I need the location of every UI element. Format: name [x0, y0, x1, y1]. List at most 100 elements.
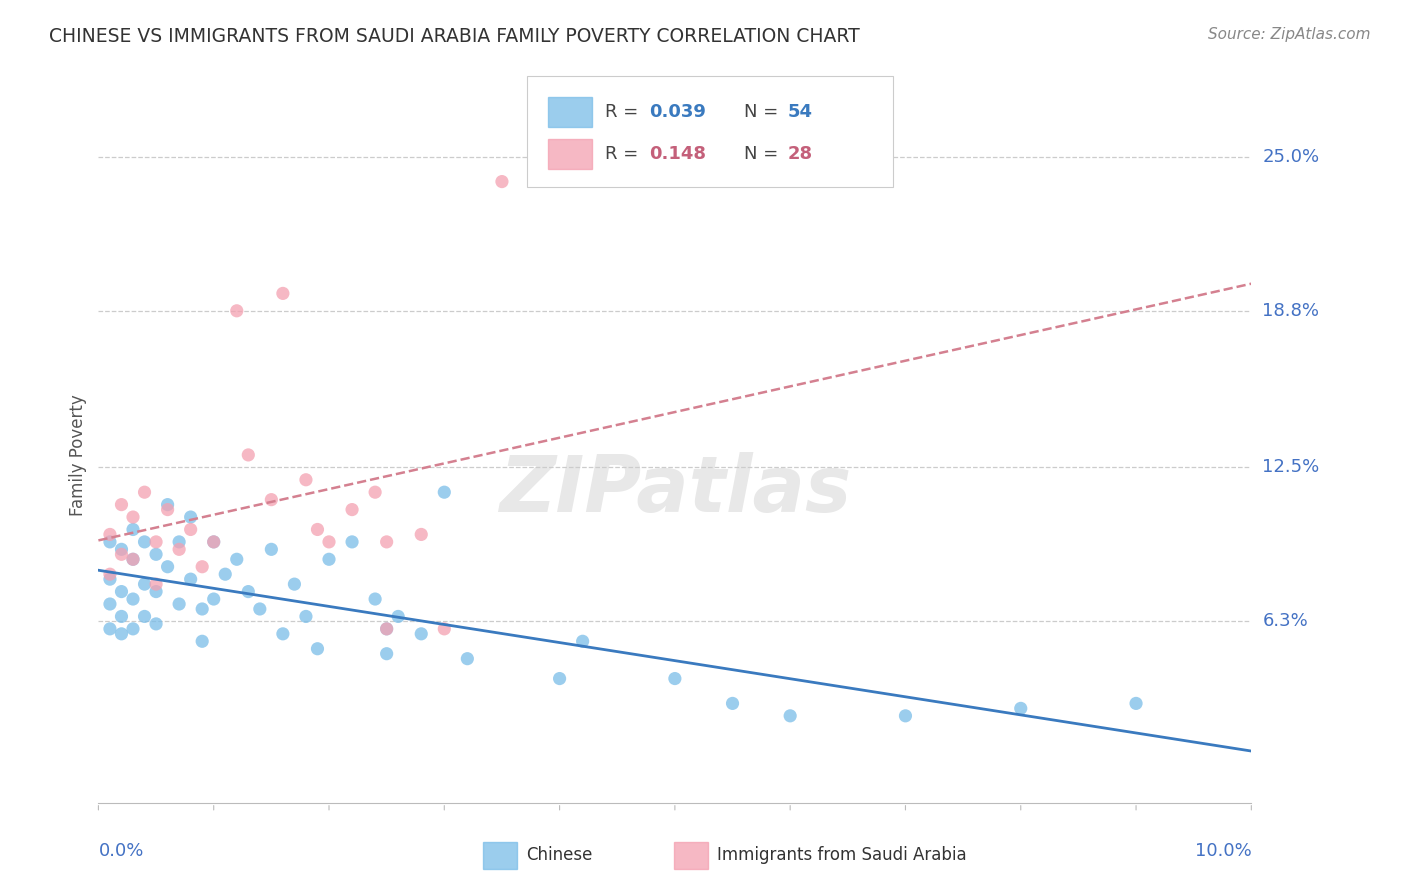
- Point: [191, 559, 214, 574]
- Text: N =: N =: [744, 103, 783, 121]
- Text: 12.5%: 12.5%: [1263, 458, 1320, 476]
- Point: [202, 534, 225, 549]
- Point: [571, 634, 593, 648]
- Text: CHINESE VS IMMIGRANTS FROM SAUDI ARABIA FAMILY POVERTY CORRELATION CHART: CHINESE VS IMMIGRANTS FROM SAUDI ARABIA …: [49, 27, 860, 45]
- Point: [98, 572, 121, 586]
- Point: [411, 527, 433, 541]
- Text: 0.0%: 0.0%: [98, 842, 143, 860]
- Point: [98, 567, 121, 582]
- Point: [271, 627, 294, 641]
- Point: [98, 527, 121, 541]
- Point: [225, 552, 247, 566]
- Point: [122, 510, 145, 524]
- Bar: [484, 842, 516, 869]
- Point: [340, 502, 363, 516]
- Point: [167, 534, 190, 549]
- Point: [134, 534, 156, 549]
- Text: Source: ZipAtlas.com: Source: ZipAtlas.com: [1208, 27, 1371, 42]
- Point: [225, 303, 247, 318]
- Bar: [548, 139, 592, 169]
- Point: [122, 552, 145, 566]
- Point: [167, 542, 190, 557]
- Point: [98, 534, 121, 549]
- Text: 54: 54: [787, 103, 813, 121]
- Point: [110, 547, 132, 561]
- Point: [122, 622, 145, 636]
- Point: [491, 175, 513, 189]
- Point: [375, 622, 398, 636]
- Point: [307, 523, 329, 537]
- Point: [202, 592, 225, 607]
- Point: [145, 577, 167, 591]
- Point: [180, 523, 202, 537]
- Text: Immigrants from Saudi Arabia: Immigrants from Saudi Arabia: [717, 847, 967, 864]
- Point: [156, 559, 179, 574]
- Point: [548, 672, 571, 686]
- Point: [307, 641, 329, 656]
- Text: Chinese: Chinese: [526, 847, 592, 864]
- Point: [110, 627, 132, 641]
- Point: [364, 592, 387, 607]
- Point: [145, 584, 167, 599]
- Point: [375, 622, 398, 636]
- Point: [283, 577, 305, 591]
- Point: [433, 622, 456, 636]
- Point: [98, 622, 121, 636]
- Text: 18.8%: 18.8%: [1263, 301, 1319, 320]
- Point: [180, 572, 202, 586]
- Point: [318, 534, 340, 549]
- Point: [260, 492, 283, 507]
- Point: [318, 552, 340, 566]
- Point: [202, 534, 225, 549]
- Point: [1010, 701, 1032, 715]
- Point: [122, 552, 145, 566]
- Point: [145, 616, 167, 631]
- Point: [134, 609, 156, 624]
- Point: [721, 697, 744, 711]
- Y-axis label: Family Poverty: Family Poverty: [69, 394, 87, 516]
- Point: [122, 523, 145, 537]
- Point: [364, 485, 387, 500]
- Point: [387, 609, 409, 624]
- Point: [411, 627, 433, 641]
- Point: [340, 534, 363, 549]
- Point: [110, 584, 132, 599]
- Point: [295, 473, 318, 487]
- Point: [122, 592, 145, 607]
- Point: [238, 448, 260, 462]
- Text: 10.0%: 10.0%: [1195, 842, 1251, 860]
- Point: [894, 708, 917, 723]
- Text: ZIPatlas: ZIPatlas: [499, 451, 851, 528]
- Text: 0.039: 0.039: [650, 103, 706, 121]
- Point: [295, 609, 318, 624]
- Point: [110, 609, 132, 624]
- Point: [180, 510, 202, 524]
- Point: [134, 577, 156, 591]
- Point: [145, 547, 167, 561]
- Point: [664, 672, 686, 686]
- Point: [214, 567, 236, 582]
- Point: [145, 534, 167, 549]
- Text: R =: R =: [606, 145, 644, 163]
- Point: [456, 651, 478, 665]
- Point: [375, 647, 398, 661]
- Point: [167, 597, 190, 611]
- Text: 0.148: 0.148: [650, 145, 706, 163]
- Point: [238, 584, 260, 599]
- Point: [110, 498, 132, 512]
- Point: [110, 542, 132, 557]
- Text: 25.0%: 25.0%: [1263, 148, 1320, 166]
- Point: [98, 597, 121, 611]
- Point: [271, 286, 294, 301]
- Point: [156, 502, 179, 516]
- Bar: [548, 97, 592, 127]
- Point: [433, 485, 456, 500]
- Point: [191, 602, 214, 616]
- Text: N =: N =: [744, 145, 783, 163]
- Point: [156, 498, 179, 512]
- Point: [375, 534, 398, 549]
- Bar: [675, 842, 707, 869]
- Point: [134, 485, 156, 500]
- Text: 6.3%: 6.3%: [1263, 613, 1308, 631]
- Point: [1125, 697, 1147, 711]
